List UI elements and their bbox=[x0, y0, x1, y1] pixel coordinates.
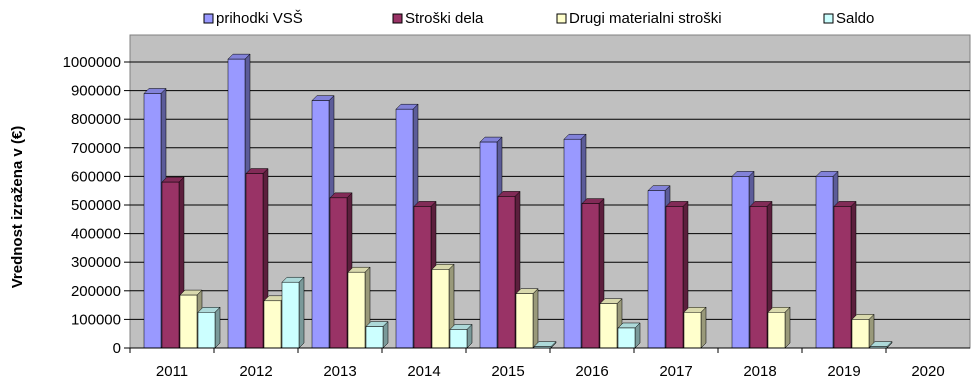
y-tick-label: 200000 bbox=[71, 283, 121, 300]
y-tick-label: 900000 bbox=[71, 83, 121, 100]
y-axis-ticks: 0 100000 200000 300000 400000 500000 600000 700… bbox=[63, 54, 130, 357]
bar bbox=[365, 326, 384, 349]
x-tick-label: 2017 bbox=[659, 363, 692, 380]
bar bbox=[683, 312, 702, 349]
y-tick-label: 100000 bbox=[71, 311, 121, 328]
bar-side bbox=[784, 306, 791, 349]
bar bbox=[563, 138, 582, 349]
y-tick-label: 400000 bbox=[71, 226, 121, 243]
legend-swatch bbox=[392, 13, 403, 24]
bar-side bbox=[532, 288, 539, 349]
legend-swatch bbox=[203, 13, 214, 24]
bar bbox=[647, 190, 666, 349]
x-tick-label: 2020 bbox=[911, 363, 944, 380]
bar bbox=[851, 319, 870, 349]
bar bbox=[179, 294, 198, 349]
bar bbox=[227, 58, 246, 349]
y-tick-label: 300000 bbox=[71, 254, 121, 271]
bar bbox=[281, 281, 300, 349]
x-tick-label: 2014 bbox=[407, 363, 440, 380]
x-tick-label: 2019 bbox=[827, 363, 860, 380]
bar bbox=[599, 303, 618, 349]
x-tick-label: 2016 bbox=[575, 363, 608, 380]
bar bbox=[815, 176, 834, 349]
x-tick-label: 2015 bbox=[491, 363, 524, 380]
bar bbox=[413, 206, 432, 349]
y-tick-label: 800000 bbox=[71, 111, 121, 128]
legend-swatch bbox=[823, 13, 834, 24]
x-tick-label: 2013 bbox=[323, 363, 356, 380]
bar bbox=[329, 197, 348, 349]
y-tick-label: 600000 bbox=[71, 168, 121, 185]
bar bbox=[479, 141, 498, 349]
y-tick-label: 500000 bbox=[71, 197, 121, 214]
bar bbox=[617, 327, 636, 349]
bar bbox=[263, 300, 282, 349]
x-axis-ticks: 2011 2012 2013 2014 2015 2016 2017 2018 2019 2020 bbox=[129, 348, 945, 380]
bar bbox=[161, 181, 180, 349]
y-tick-label: 700000 bbox=[71, 140, 121, 157]
x-tick-label: 2011 bbox=[156, 363, 188, 380]
bar bbox=[347, 271, 366, 349]
bar-side bbox=[868, 313, 875, 349]
legend-swatch bbox=[556, 13, 567, 24]
bar bbox=[833, 206, 852, 349]
bar bbox=[311, 100, 330, 349]
legend-label: Drugi materialni stroški bbox=[569, 10, 722, 27]
bar bbox=[497, 196, 516, 349]
bar-side bbox=[298, 276, 305, 349]
y-axis-title: Vrednost izražena v (€) bbox=[9, 126, 26, 289]
legend-label: Stroški dela bbox=[405, 10, 484, 27]
bar bbox=[767, 312, 786, 349]
bar bbox=[449, 329, 468, 349]
bar-side bbox=[214, 306, 221, 349]
bar bbox=[749, 206, 768, 349]
bar bbox=[395, 108, 414, 349]
y-tick-label: 1000000 bbox=[63, 54, 121, 71]
legend: prihodki VSŠ Stroški dela Drugi materialni… bbox=[203, 10, 874, 27]
bar bbox=[581, 203, 600, 349]
bar bbox=[731, 176, 750, 349]
x-tick-label: 2018 bbox=[743, 363, 776, 380]
bar bbox=[515, 293, 534, 349]
x-tick-label: 2012 bbox=[239, 363, 272, 380]
bar bbox=[665, 206, 684, 349]
bars bbox=[143, 53, 893, 349]
y-tick-label: 0 bbox=[113, 340, 121, 357]
bar bbox=[143, 93, 162, 349]
bar bbox=[245, 173, 264, 349]
bar bbox=[197, 312, 216, 349]
legend-label: Saldo bbox=[836, 10, 874, 27]
bar bbox=[431, 269, 450, 349]
legend-label: prihodki VSŠ bbox=[216, 10, 303, 27]
bar-side bbox=[700, 306, 707, 349]
